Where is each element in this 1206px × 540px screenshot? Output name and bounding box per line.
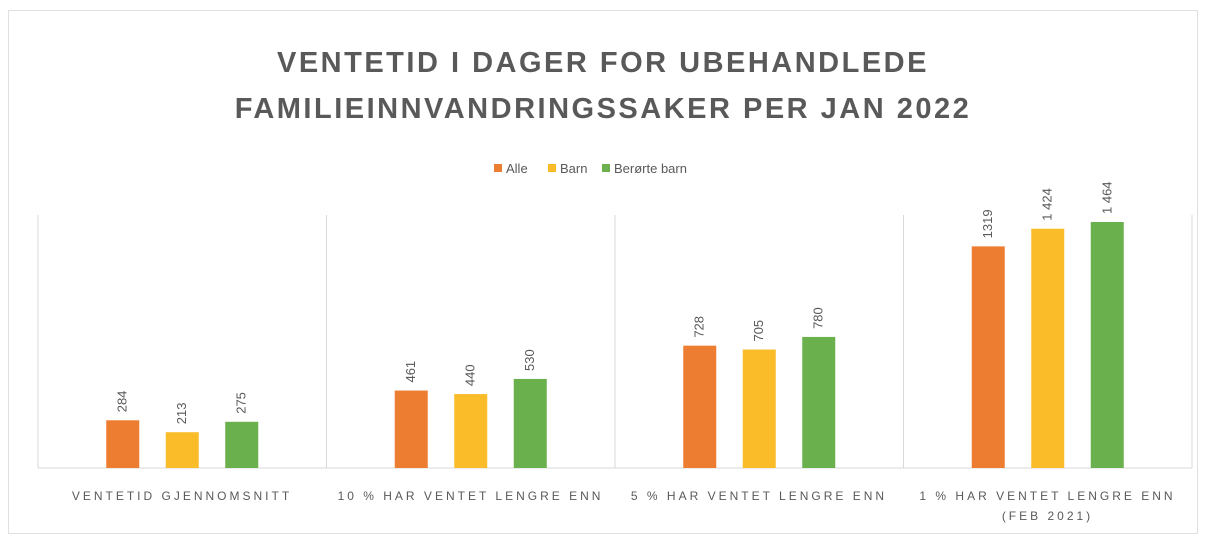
bar (971, 246, 1005, 468)
legend-label: Barn (560, 161, 587, 176)
value-label: 705 (751, 320, 766, 342)
bar (225, 421, 259, 468)
bar (802, 336, 836, 468)
bar (742, 349, 776, 468)
value-label: 1 424 (1040, 188, 1055, 221)
x-tick-label: 5 % HAR VENTET LENGRE ENN (630, 489, 888, 503)
x-tick-label: 1 % HAR VENTET LENGRE ENN (FEB 2021) (919, 489, 1176, 523)
bar (1090, 222, 1124, 468)
value-label: 275 (234, 392, 249, 414)
legend-swatch (548, 164, 556, 172)
bar (106, 420, 140, 468)
value-label: 728 (692, 316, 707, 338)
legend-swatch (602, 164, 610, 172)
chart-frame (8, 10, 1198, 534)
value-label: 780 (811, 307, 826, 329)
chart-title: VENTETID I DAGER FOR UBEHANDLEDE FAMILIE… (234, 47, 972, 125)
bar (1031, 228, 1065, 468)
x-tick-label: VENTETID GJENNOMSNITT (71, 489, 293, 503)
value-label: 213 (174, 403, 189, 425)
bar (165, 432, 199, 468)
value-label: 1 464 (1099, 181, 1114, 214)
value-label: 461 (403, 361, 418, 383)
legend-label: Alle (506, 161, 528, 176)
bar (454, 394, 488, 468)
bar (513, 378, 547, 468)
legend-label: Berørte barn (614, 161, 687, 176)
value-label: 1319 (980, 209, 995, 238)
value-label: 530 (522, 349, 537, 371)
value-label: 284 (115, 391, 130, 413)
bar (683, 345, 717, 468)
bar (394, 390, 428, 468)
x-tick-label: 10 % HAR VENTET LENGRE ENN (337, 489, 604, 503)
value-label: 440 (463, 364, 478, 386)
legend-swatch (494, 164, 502, 172)
